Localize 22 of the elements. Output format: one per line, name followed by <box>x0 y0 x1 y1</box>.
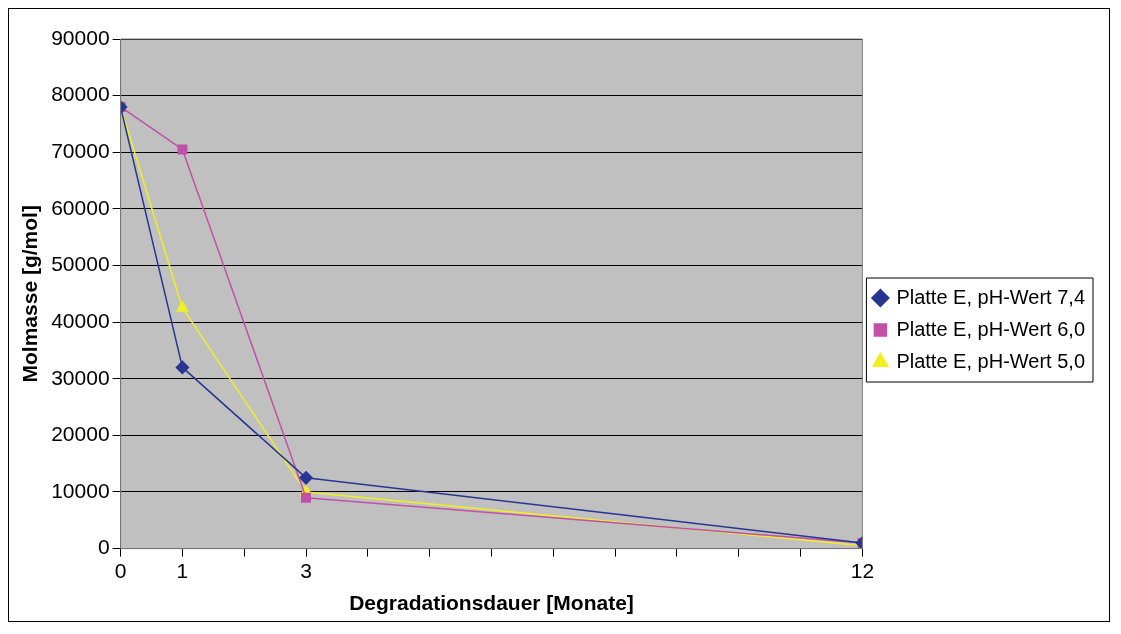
legend-label: Platte E, pH-Wert 7,4 <box>896 285 1085 308</box>
y-tick-label: 60000 <box>51 195 110 219</box>
x-tick-label: 3 <box>300 559 312 582</box>
x-tick-label: 1 <box>176 559 189 582</box>
point <box>176 301 189 312</box>
y-tick-label: 80000 <box>51 82 110 106</box>
point <box>301 492 312 503</box>
y-tick-label: 90000 <box>51 25 110 49</box>
legend-label: Platte E, pH-Wert 6,0 <box>896 317 1085 340</box>
x-axis-title: Degradationsdauer [Monate] <box>349 591 634 615</box>
y-tick-label: 20000 <box>51 422 110 446</box>
legend-label: Platte E, pH-Wert 5,0 <box>896 349 1085 372</box>
y-axis-title: Molmasse [g/mol] <box>18 205 42 383</box>
y-tick-label: 30000 <box>51 365 110 389</box>
y-tick-label: 10000 <box>51 478 110 502</box>
y-tick-label: 40000 <box>51 308 110 332</box>
y-tick-label: 50000 <box>51 252 110 276</box>
point <box>177 144 188 155</box>
x-tick-label: 0 <box>114 559 127 582</box>
y-tick-label: 0 <box>97 535 110 559</box>
x-tick-label: 12 <box>850 559 875 582</box>
y-tick-label: 70000 <box>51 139 110 163</box>
